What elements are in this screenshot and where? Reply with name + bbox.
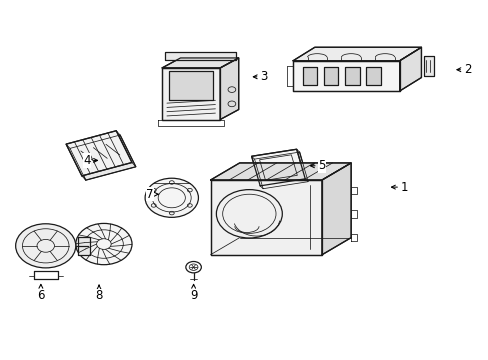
Circle shape — [145, 178, 198, 217]
Polygon shape — [210, 180, 322, 255]
Circle shape — [76, 224, 132, 265]
Polygon shape — [292, 47, 421, 61]
Polygon shape — [323, 67, 338, 85]
Polygon shape — [78, 237, 90, 255]
Polygon shape — [169, 72, 213, 100]
Polygon shape — [345, 67, 359, 85]
Text: 8: 8 — [95, 285, 102, 302]
Polygon shape — [220, 58, 238, 120]
Polygon shape — [164, 51, 236, 60]
Polygon shape — [322, 163, 350, 255]
Polygon shape — [162, 58, 238, 68]
Polygon shape — [292, 61, 399, 91]
Text: 7: 7 — [146, 188, 158, 201]
Polygon shape — [70, 135, 136, 180]
Polygon shape — [251, 149, 305, 186]
Polygon shape — [366, 67, 380, 85]
Text: 5: 5 — [310, 159, 325, 172]
Polygon shape — [210, 163, 350, 180]
Text: 4: 4 — [83, 154, 97, 167]
Polygon shape — [66, 131, 132, 176]
Polygon shape — [162, 68, 220, 120]
Circle shape — [16, 224, 76, 268]
Text: 1: 1 — [391, 181, 407, 194]
Polygon shape — [254, 152, 307, 189]
Text: 3: 3 — [253, 70, 267, 83]
Text: 6: 6 — [37, 284, 44, 302]
Polygon shape — [302, 67, 317, 85]
Polygon shape — [423, 56, 433, 76]
Polygon shape — [399, 47, 421, 91]
Text: 2: 2 — [456, 63, 470, 76]
Text: 9: 9 — [189, 284, 197, 302]
